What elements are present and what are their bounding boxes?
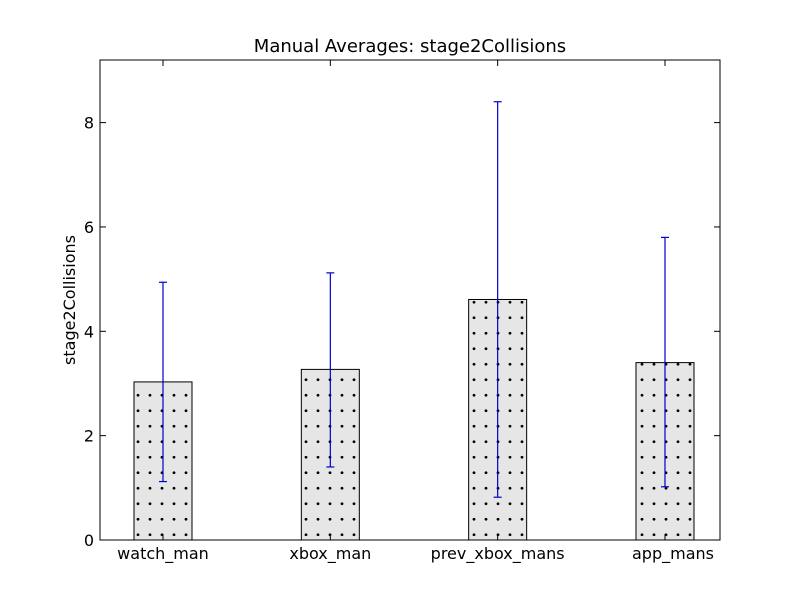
y-tick-label-8: 8 <box>84 114 94 133</box>
ticks-layer: watch_man xbox_man prev_xbox_mans app_mans 0… <box>84 60 720 564</box>
y-tick-label-0: 0 <box>84 531 94 550</box>
y-tick-label-2: 2 <box>84 427 94 446</box>
error-bars-layer <box>159 101 669 498</box>
x-tick-label-watch_man: watch_man <box>117 544 209 564</box>
x-tick-label-prev_xbox_mans: prev_xbox_mans <box>431 544 565 564</box>
y-axis-label: stage2Collisions <box>60 235 79 365</box>
y-tick-label-4: 4 <box>84 322 94 341</box>
error-bar-app_mans <box>660 236 669 488</box>
chart-title: Manual Averages: stage2Collisions <box>254 36 566 57</box>
x-tick-label-app_mans: app_mans <box>632 544 714 564</box>
bars-layer <box>133 298 695 541</box>
x-tick-label-xbox_man: xbox_man <box>289 544 371 564</box>
error-bar-watch_man <box>159 281 167 483</box>
plot-frame <box>99 59 721 541</box>
error-bar-prev_xbox_mans <box>493 101 502 498</box>
error-bar-xbox_man <box>326 272 335 468</box>
y-tick-label-6: 6 <box>84 218 94 237</box>
